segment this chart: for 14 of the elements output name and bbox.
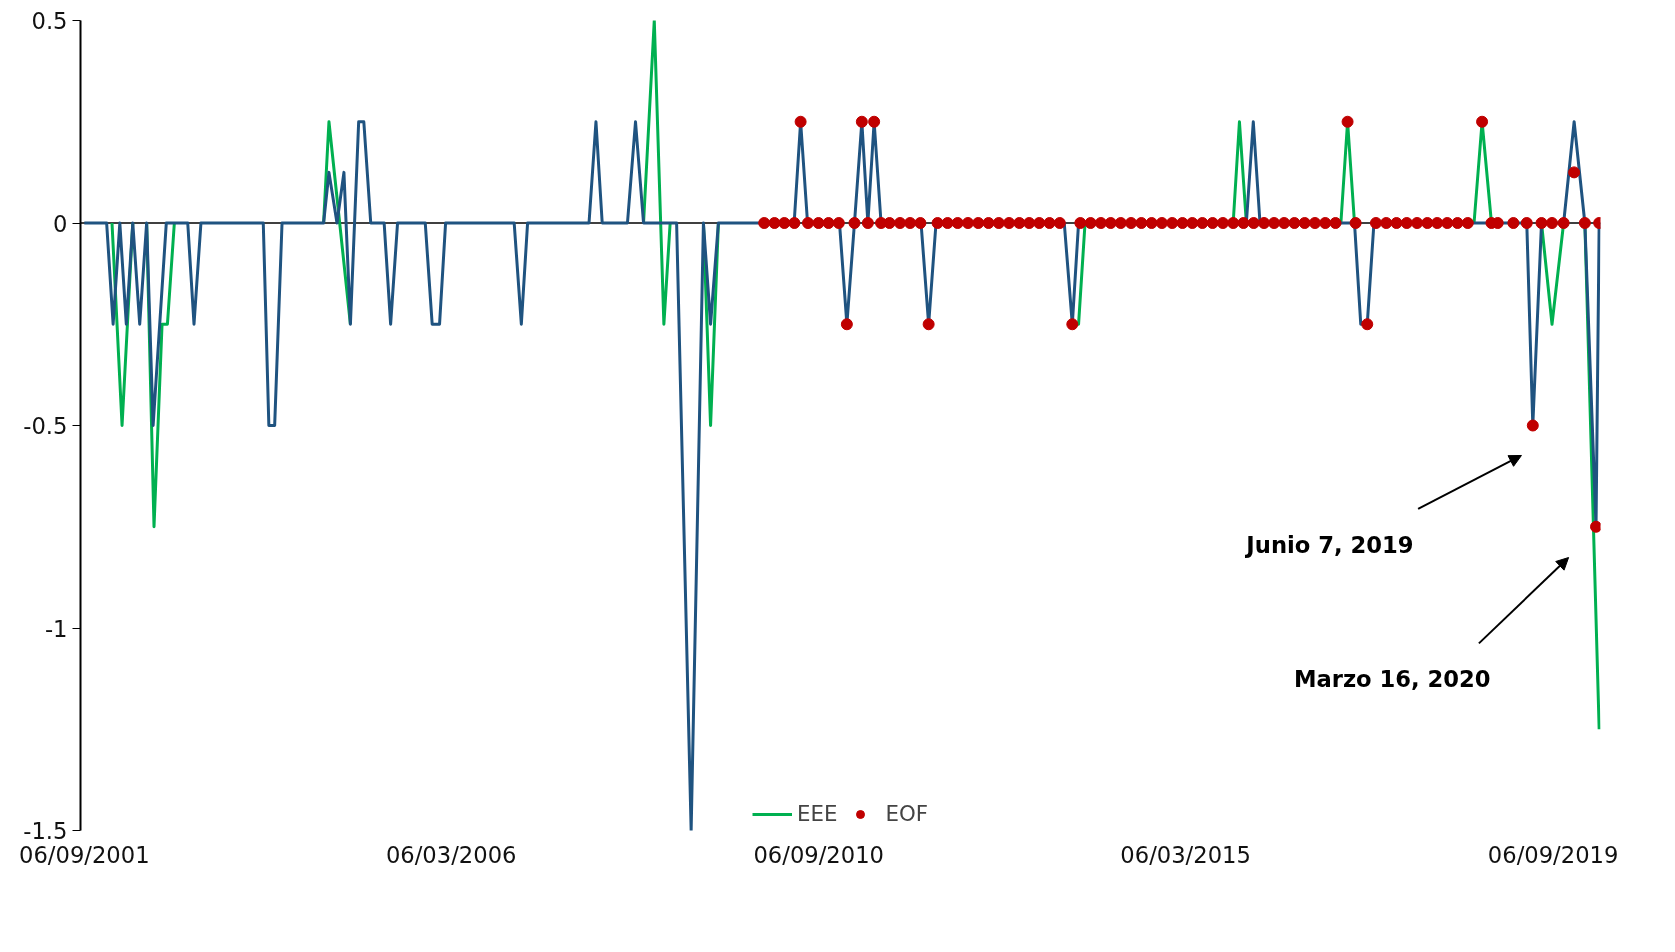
y-tick-label: -0.5 [23,413,68,439]
x-tick-label: 06/03/2015 [1120,841,1251,868]
y-tick-label: 0 [53,210,68,237]
y-tick-label: 0.5 [31,8,68,34]
x-tick-label: 06/09/2010 [753,841,885,868]
legend-label: EOF [885,801,928,826]
y-tick-label: -1 [44,615,68,642]
annotation: Junio 7, 2019 [1244,531,1414,558]
x-tick-label: 06/09/2001 [19,841,150,868]
x-tick-label: 06/09/2019 [1487,841,1619,868]
legend-label: EEE [797,801,838,826]
x-tick-label: 06/03/2006 [385,841,517,868]
y-tick-label: -1.5 [23,818,68,844]
annotation: Marzo 16, 2020 [1293,666,1491,693]
